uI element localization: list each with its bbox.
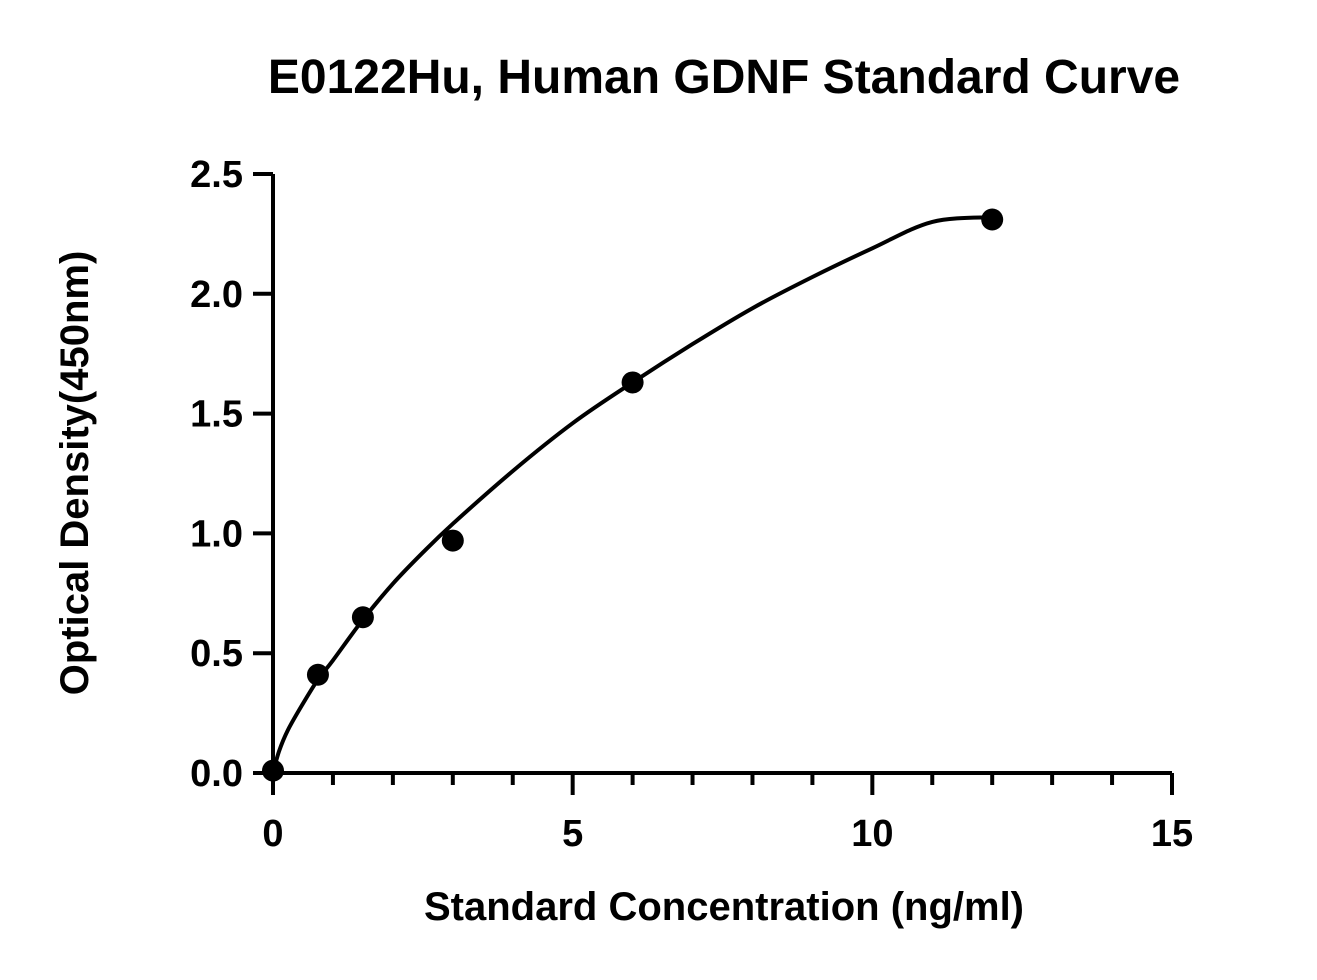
y-tick-label: 1.0 <box>190 513 243 555</box>
y-tick-label: 2.0 <box>190 274 243 316</box>
x-tick-label: 0 <box>262 813 283 855</box>
y-axis-label: Optical Density(450nm) <box>53 251 97 696</box>
fit-curve-layer <box>271 215 995 775</box>
x-tick-label: 10 <box>851 813 893 855</box>
x-axis-label: Standard Concentration (ng/ml) <box>424 885 1024 929</box>
data-point <box>351 606 374 629</box>
x-tick-label: 15 <box>1151 813 1193 855</box>
axes-layer: 0.0 0.5 1.0 1.5 2.0 2.5 0 5 10 15 <box>190 154 1193 855</box>
y-tick-label: 0.0 <box>190 753 243 795</box>
data-point <box>306 663 329 686</box>
data-point <box>981 208 1004 231</box>
y-tick-label: 1.5 <box>190 394 243 436</box>
y-tick-label: 2.5 <box>190 154 243 196</box>
data-point <box>621 371 644 394</box>
chart-title: E0122Hu, Human GDNF Standard Curve <box>268 51 1180 104</box>
y-tick-label: 0.5 <box>190 633 243 675</box>
data-points-layer <box>262 208 1004 782</box>
fit-curve-line <box>271 215 995 775</box>
x-tick-label: 5 <box>562 813 583 855</box>
data-point <box>441 529 464 552</box>
data-point <box>262 759 284 782</box>
